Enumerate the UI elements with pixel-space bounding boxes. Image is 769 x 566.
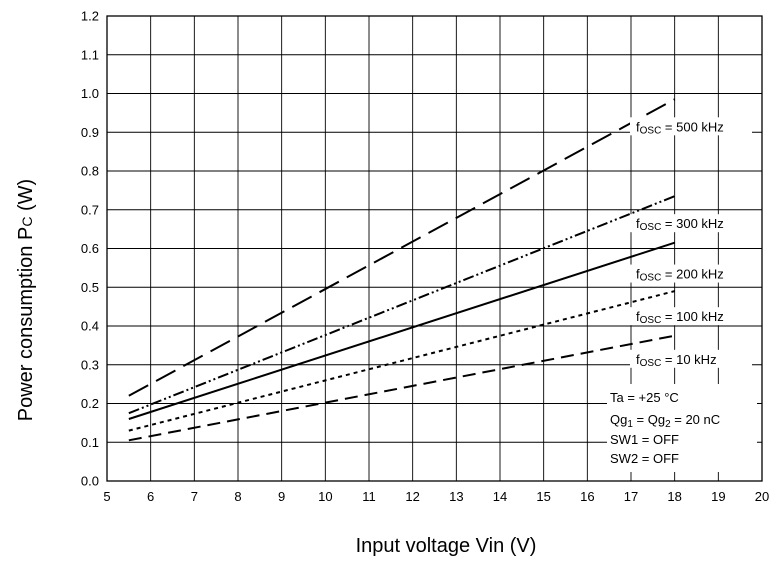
- y-tick-label: 0.3: [81, 357, 99, 372]
- series-label-bg: [630, 214, 752, 233]
- tick-labels: 5 6 7 8 9 10 11 12 13 14 15 16 17 18 19 20 0.0 0.1 0.2 0.3 0…: [81, 9, 769, 505]
- x-tick-label: 8: [234, 489, 241, 504]
- x-tick-label: 17: [624, 489, 638, 504]
- y-axis-title: Power consumption PC (W): [15, 179, 37, 421]
- y-tick-label: 0.4: [81, 319, 99, 334]
- condition-sw1: SW1 = OFF: [610, 432, 679, 447]
- condition-box: Ta = +25 °C Qg1 = Qg2 = 20 nC SW1 = OFF …: [607, 384, 757, 472]
- series-lines: [128, 98, 676, 442]
- x-tick-label: 18: [667, 489, 681, 504]
- series-line-3: [128, 290, 675, 432]
- x-tick-label: 16: [580, 489, 594, 504]
- x-tick-label: 14: [493, 489, 507, 504]
- x-tick-label: 7: [191, 489, 198, 504]
- x-tick-label: 10: [318, 489, 332, 504]
- series-line-2: [128, 241, 675, 420]
- y-tick-label: 0.9: [81, 125, 99, 140]
- series-line-4: [128, 334, 675, 442]
- x-tick-label: 11: [362, 489, 376, 504]
- x-axis-title: Input voltage Vin (V): [356, 535, 537, 557]
- series-label-3: fOSC = 100 kHz: [636, 309, 724, 326]
- x-tick-label: 12: [405, 489, 419, 504]
- x-tick-label: 9: [278, 489, 285, 504]
- y-tick-label: 1.0: [81, 86, 99, 101]
- series-label-2: fOSC = 200 kHz: [636, 267, 724, 284]
- condition-qg: Qg1 = Qg2 = 20 nC: [610, 412, 720, 430]
- series-line-0: [128, 98, 676, 397]
- series-label-bg: [630, 117, 752, 136]
- y-tick-label: 0.1: [81, 435, 99, 450]
- y-tick-label: 0.6: [81, 241, 99, 256]
- series-label-0: fOSC = 500 kHz: [636, 119, 724, 136]
- series-label-bg: [630, 349, 752, 368]
- y-tick-label: 0.2: [81, 396, 99, 411]
- series-label-1: fOSC = 300 kHz: [636, 216, 724, 233]
- y-tick-label: 1.1: [81, 47, 99, 62]
- series-labels: fOSC = 500 kHz fOSC = 300 kHz fOSC = 200 k…: [630, 117, 752, 369]
- y-tick-label: 0.7: [81, 202, 99, 217]
- x-tick-label: 20: [755, 489, 769, 504]
- x-tick-label: 19: [711, 489, 725, 504]
- y-tick-label: 0.5: [81, 280, 99, 295]
- y-tick-label: 0.8: [81, 164, 99, 179]
- series-label-bg: [630, 264, 752, 283]
- series-label-4: fOSC = 10 kHz: [636, 352, 717, 369]
- x-tick-label: 6: [147, 489, 154, 504]
- x-tick-label: 13: [449, 489, 463, 504]
- y-tick-label: 1.2: [81, 9, 99, 24]
- x-tick-label: 5: [103, 489, 110, 504]
- series-line-1: [128, 195, 676, 415]
- y-tick-label: 0.0: [81, 474, 99, 489]
- plot-frame: [106, 15, 763, 482]
- x-tick-label: 15: [536, 489, 550, 504]
- series-label-bg: [630, 307, 752, 326]
- condition-sw2: SW2 = OFF: [610, 451, 679, 466]
- condition-ta: Ta = +25 °C: [610, 390, 679, 405]
